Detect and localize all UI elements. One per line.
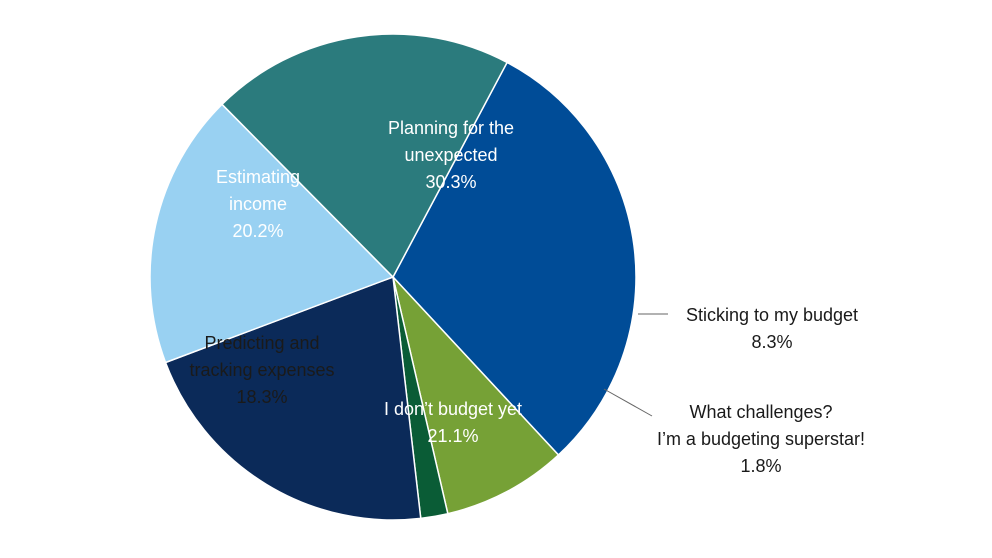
slice-name: What challenges? (689, 402, 832, 422)
slice-value: 30.3% (425, 172, 476, 192)
pie-slice (392, 61, 637, 457)
slice-value: 21.1% (427, 426, 478, 446)
leader-line (603, 388, 653, 417)
slice-label: I don’t budget yet 21.1% (384, 399, 522, 446)
slice-label: Predicting and tracking expenses 18.3% (189, 333, 334, 407)
slice-label: Sticking to my budget 8.3% (686, 305, 858, 352)
slice-name: Estimating (216, 167, 300, 187)
slice-name: I don’t budget yet (384, 399, 522, 419)
slice-value: 18.3% (236, 387, 287, 407)
slice-name: I’m a budgeting superstar! (657, 429, 865, 449)
slice-name: Sticking to my budget (686, 305, 858, 325)
slice-value: 1.8% (740, 456, 781, 476)
slice-name: unexpected (404, 145, 497, 165)
pie-slice (220, 33, 509, 279)
slice-label: Estimating income 20.2% (216, 167, 300, 241)
slice-name: Predicting and (204, 333, 319, 353)
slice-value: 8.3% (751, 332, 792, 352)
slice-value: 20.2% (232, 221, 283, 241)
slice-name: Planning for the (388, 118, 514, 138)
slice-label: What challenges? I’m a budgeting supersta… (657, 402, 865, 476)
slice-name: tracking expenses (189, 360, 334, 380)
slice-name: income (229, 194, 287, 214)
labels-layer: Planning for the unexpected 30.3% Sticking … (189, 118, 865, 476)
pie-slice (164, 275, 422, 521)
slices-layer (149, 33, 637, 521)
leaders-layer (603, 313, 668, 417)
pie-slice (149, 103, 395, 364)
slice-label: Planning for the unexpected 30.3% (388, 118, 514, 192)
